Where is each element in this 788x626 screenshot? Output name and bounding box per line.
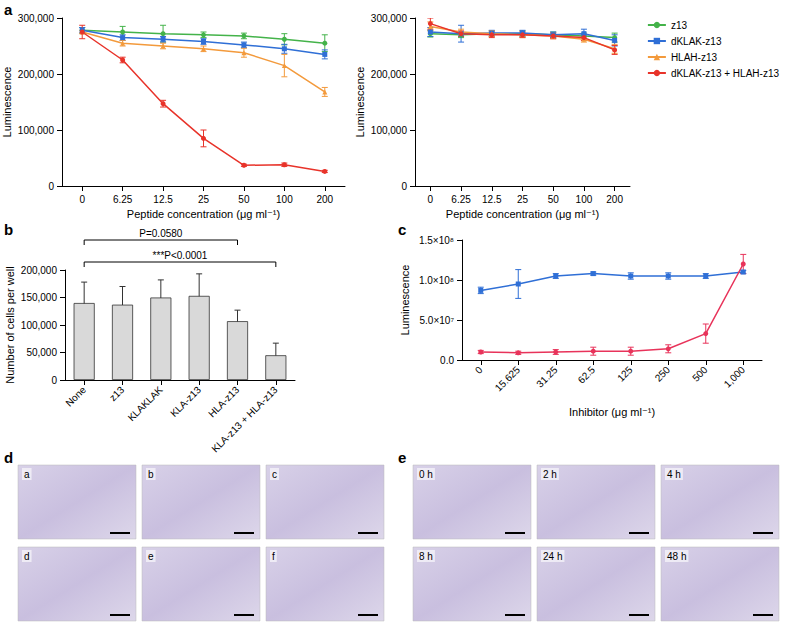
svg-text:1,000: 1,000 [722,364,748,390]
svg-text:24 h: 24 h [543,551,562,562]
svg-text:1.5×10⁸: 1.5×10⁸ [419,235,454,246]
svg-text:0: 0 [48,181,54,192]
svg-text:f: f [272,551,275,562]
svg-text:0.0: 0.0 [440,355,454,366]
svg-text:300,000: 300,000 [371,13,408,24]
svg-text:Luminescence: Luminescence [354,67,366,138]
svg-text:200,000: 200,000 [18,69,55,80]
svg-text:0: 0 [428,194,434,205]
svg-text:8 h: 8 h [419,551,433,562]
svg-text:Luminescence: Luminescence [399,265,411,336]
svg-text:e: e [398,449,406,466]
svg-text:c: c [398,221,406,238]
svg-text:100,000: 100,000 [21,320,58,331]
svg-text:Inhibitor (μg ml⁻¹): Inhibitor (μg ml⁻¹) [569,406,655,418]
svg-text:***P<0.0001: ***P<0.0001 [153,250,208,261]
svg-text:a: a [4,1,13,18]
svg-text:2 h: 2 h [543,469,557,480]
svg-text:c: c [272,469,277,480]
svg-text:dKLAK-z13 + HLAH-z13: dKLAK-z13 + HLAH-z13 [671,68,780,79]
svg-text:48 h: 48 h [667,551,686,562]
svg-text:1.0×10⁸: 1.0×10⁸ [419,275,454,286]
svg-text:None: None [63,384,88,409]
svg-text:0: 0 [51,375,57,386]
svg-text:25: 25 [517,194,529,205]
svg-text:z13: z13 [671,20,688,31]
svg-text:0: 0 [79,194,85,205]
svg-text:50: 50 [238,194,250,205]
svg-text:b: b [4,221,13,238]
svg-text:100: 100 [276,194,293,205]
svg-text:250: 250 [653,364,673,384]
svg-text:200: 200 [606,194,623,205]
svg-text:6.25: 6.25 [113,194,133,205]
svg-text:150,000: 150,000 [21,292,58,303]
svg-text:5.0×10⁷: 5.0×10⁷ [420,315,455,326]
svg-text:100: 100 [576,194,593,205]
svg-text:300,000: 300,000 [18,13,55,24]
svg-text:0 h: 0 h [419,469,433,480]
svg-text:0: 0 [473,364,485,376]
svg-text:Peptide concentration (μg ml⁻¹: Peptide concentration (μg ml⁻¹) [127,208,280,220]
svg-text:dKLAK-z13: dKLAK-z13 [671,36,722,47]
svg-text:KLA-z13 + HLA-z13: KLA-z13 + HLA-z13 [209,384,280,455]
svg-text:100,000: 100,000 [18,125,55,136]
svg-text:50,000: 50,000 [26,347,57,358]
svg-text:12.5: 12.5 [482,194,502,205]
svg-text:HLA-z13: HLA-z13 [206,384,242,420]
svg-text:125: 125 [615,364,635,384]
svg-text:15.625: 15.625 [493,364,523,394]
svg-text:a: a [24,469,30,480]
svg-text:e: e [148,551,154,562]
svg-text:200,000: 200,000 [371,69,408,80]
svg-text:P=0.0580: P=0.0580 [139,228,183,239]
svg-text:KLA-z13: KLA-z13 [168,384,203,419]
svg-text:b: b [148,469,154,480]
svg-text:31.25: 31.25 [534,364,560,390]
svg-text:Luminescence: Luminescence [1,67,13,138]
svg-text:6.25: 6.25 [451,194,471,205]
svg-text:25: 25 [198,194,210,205]
svg-text:z13: z13 [107,384,126,403]
svg-text:200: 200 [316,194,333,205]
svg-text:500: 500 [690,364,710,384]
svg-text:4 h: 4 h [667,469,681,480]
svg-text:d: d [24,551,30,562]
svg-text:12.5: 12.5 [153,194,173,205]
svg-text:100,000: 100,000 [371,125,408,136]
svg-text:Number of cells per well: Number of cells per well [4,266,16,383]
svg-text:62.5: 62.5 [576,364,598,386]
svg-text:d: d [4,449,13,466]
svg-text:50: 50 [548,194,560,205]
svg-text:0: 0 [401,181,407,192]
svg-text:Peptide concentration (μg ml⁻¹: Peptide concentration (μg ml⁻¹) [446,208,599,220]
svg-text:KLAKLAK: KLAKLAK [126,384,165,423]
svg-text:200,000: 200,000 [21,265,58,276]
svg-text:HLAH-z13: HLAH-z13 [671,52,718,63]
